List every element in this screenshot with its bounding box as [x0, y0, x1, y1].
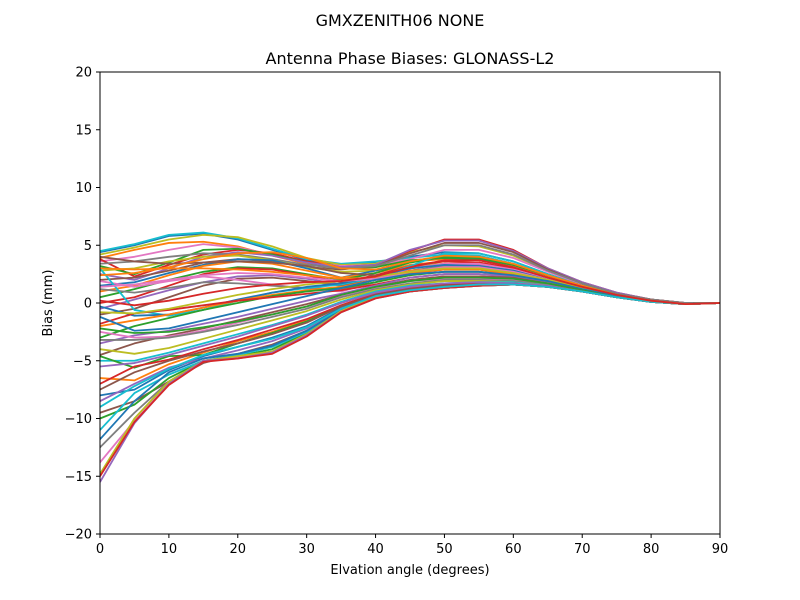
x-tick-label: 10 — [161, 542, 178, 557]
plot-frame — [99, 71, 721, 535]
x-tick-label: 60 — [505, 542, 522, 557]
y-tick-label: 0 — [84, 297, 92, 312]
x-tick-label: 80 — [643, 542, 660, 557]
series-layer — [100, 231, 720, 483]
x-tick-label: 50 — [436, 542, 453, 557]
series-line-55 — [100, 259, 720, 307]
y-axis-label: Bias (mm) — [41, 270, 56, 337]
y-tick-label: 10 — [75, 181, 92, 196]
series-line-53 — [100, 283, 720, 408]
y-tick-label: −15 — [65, 470, 92, 485]
x-axis-label: Elvation angle (degrees) — [330, 563, 489, 578]
x-tick-label: 90 — [712, 542, 729, 557]
y-tick-label: −20 — [65, 528, 92, 543]
y-tick-label: −5 — [73, 354, 92, 369]
x-tick-label: 40 — [367, 542, 384, 557]
y-tick-label: 15 — [75, 123, 92, 138]
x-tick-label: 0 — [96, 542, 104, 557]
y-axis-ticks: −20 −15 −10 −5 0 5 10 15 20 — [65, 66, 100, 543]
x-tick-label: 20 — [230, 542, 247, 557]
plot-area — [100, 72, 720, 534]
x-tick-label: 30 — [298, 542, 315, 557]
y-tick-label: −10 — [65, 412, 92, 427]
y-tick-label: 5 — [84, 239, 92, 254]
x-tick-label: 70 — [574, 542, 591, 557]
series-line-49 — [100, 270, 720, 332]
y-tick-label: 20 — [75, 66, 92, 81]
x-axis-ticks: 0 10 20 30 40 50 60 70 80 90 — [96, 534, 728, 557]
chart-title: Antenna Phase Biases: GLONASS-L2 — [266, 49, 555, 68]
chart-suptitle: GMXZENITH06 NONE — [316, 11, 485, 30]
series-line-10 — [100, 244, 720, 304]
